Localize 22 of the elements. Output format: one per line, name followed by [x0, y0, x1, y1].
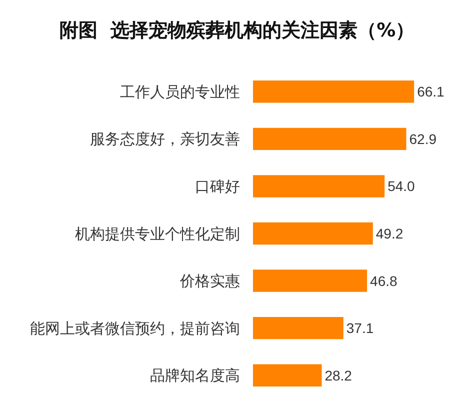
bar	[253, 80, 414, 103]
y-tick-label: 服务态度好，亲切友善	[90, 130, 240, 148]
y-tick-label: 品牌知名度高	[150, 366, 240, 385]
y-tick-label: 口碑好	[195, 177, 240, 196]
bar	[253, 128, 406, 150]
bar	[253, 222, 373, 245]
bar	[253, 175, 385, 198]
bar	[253, 364, 322, 386]
y-tick-label: 能网上或者微信预约，提前咨询	[30, 319, 240, 338]
data-label: 62.9	[409, 130, 437, 147]
data-label: 37.1	[346, 320, 374, 336]
data-label: 66.1	[417, 84, 445, 100]
data-label: 28.2	[324, 367, 352, 384]
data-label: 46.8	[370, 272, 398, 289]
chart-title: 附图 选择宠物殡葬机构的关注因素（%）	[59, 20, 415, 42]
bar	[253, 316, 344, 340]
data-label: 54.0	[388, 178, 416, 194]
bar	[253, 270, 368, 292]
y-tick-label: 机构提供专业个性化定制	[75, 224, 240, 243]
data-label: 49.2	[376, 226, 404, 242]
y-tick-label: 工作人员的专业性	[120, 82, 240, 101]
y-tick-label: 价格实惠	[179, 272, 240, 290]
